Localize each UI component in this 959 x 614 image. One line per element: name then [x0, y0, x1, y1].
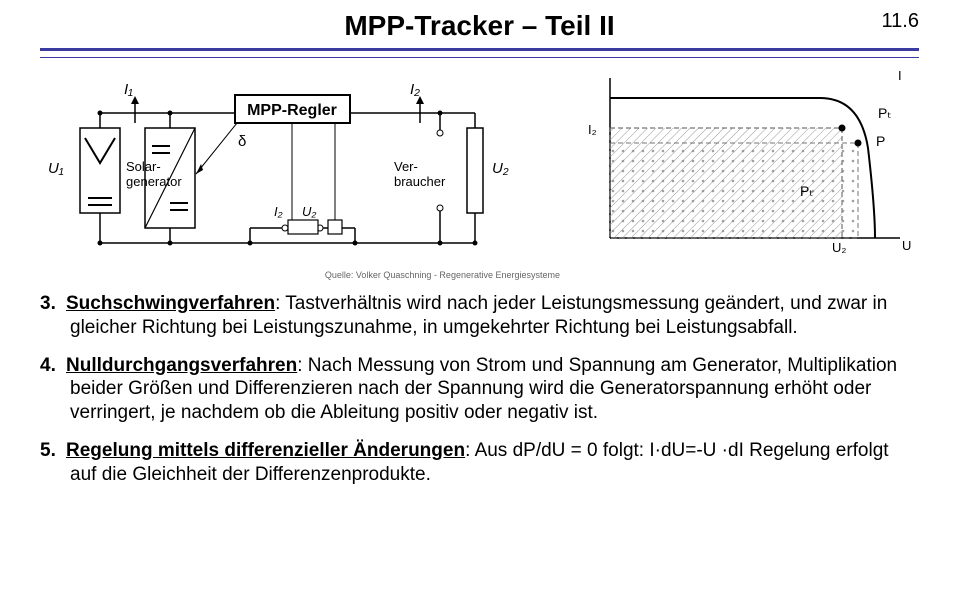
svg-text:U₁: U₁	[48, 160, 64, 177]
svg-text:Solar-: Solar-	[126, 159, 161, 174]
svg-text:P: P	[876, 133, 885, 149]
svg-text:I₂: I₂	[410, 81, 420, 98]
svg-text:I: I	[898, 68, 902, 83]
svg-text:U₂: U₂	[832, 240, 846, 255]
svg-text:generator: generator	[126, 174, 182, 189]
header-rule	[40, 48, 919, 58]
body-item: 3.Suchschwingverfahren: Tastverhältnis w…	[40, 292, 919, 340]
figure-citation: Quelle: Volker Quaschning - Regenerative…	[40, 270, 560, 280]
svg-text:I₂: I₂	[274, 204, 283, 219]
svg-text:Pₜ: Pₜ	[800, 183, 813, 199]
body-text: 3.Suchschwingverfahren: Tastverhältnis w…	[40, 292, 919, 486]
iv-curve-chart: I U I₂ U₂ Pₜ P Pₜ	[580, 68, 920, 268]
svg-text:U: U	[902, 238, 911, 253]
circuit-diagram: MPP-Regler δ I₁	[40, 68, 560, 280]
svg-text:U₂: U₂	[492, 160, 509, 177]
svg-text:Ver-: Ver-	[394, 159, 418, 174]
svg-text:U₂: U₂	[302, 204, 316, 219]
page-number: 11.6	[882, 10, 919, 33]
svg-text:braucher: braucher	[394, 174, 446, 189]
body-item: 4.Nulldurchgangsverfahren: Nach Messung …	[40, 354, 919, 425]
svg-text:I₂: I₂	[588, 122, 597, 137]
svg-text:δ: δ	[238, 133, 246, 150]
page-title: MPP-Tracker – Teil II	[344, 10, 614, 42]
svg-text:MPP-Regler: MPP-Regler	[247, 102, 337, 119]
body-item: 5.Regelung mittels differenzieller Änder…	[40, 439, 919, 487]
svg-text:Pₜ: Pₜ	[878, 105, 891, 121]
svg-text:I₁: I₁	[124, 81, 133, 98]
